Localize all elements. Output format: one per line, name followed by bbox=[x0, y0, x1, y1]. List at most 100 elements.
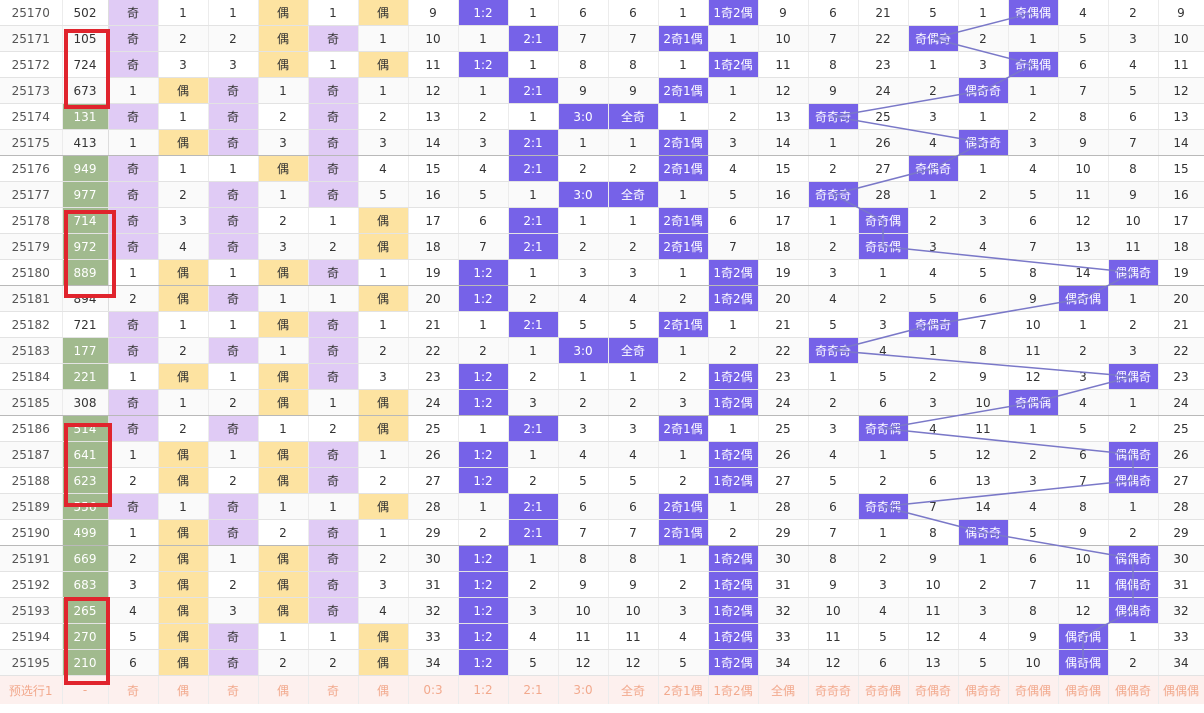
trend-cell: 偶 bbox=[258, 571, 309, 598]
trend-cell: 1:2 bbox=[458, 545, 509, 572]
trend-cell: 7 bbox=[1008, 571, 1059, 598]
trend-cell: 5 bbox=[608, 467, 659, 494]
trend-cell: 8 bbox=[1108, 155, 1159, 182]
trend-cell: 26 bbox=[407, 441, 459, 468]
trend-cell: 1 bbox=[1108, 389, 1159, 416]
preselect-cell[interactable]: 偶偶偶 bbox=[1158, 675, 1204, 704]
preselect-cell[interactable]: 0:3 bbox=[408, 675, 459, 704]
preselect-cell[interactable]: 偶奇偶 bbox=[1058, 675, 1109, 704]
trend-cell: 2 bbox=[708, 337, 759, 364]
trend-cell: 2奇1偶 bbox=[658, 155, 709, 182]
draw-number: 623 bbox=[61, 467, 109, 494]
trend-cell: 5 bbox=[807, 467, 859, 494]
trend-cell: 偶 bbox=[358, 233, 409, 260]
trend-cell: 6 bbox=[858, 649, 909, 676]
trend-cell: 4 bbox=[1058, 0, 1109, 26]
trend-cell: 4 bbox=[1058, 389, 1109, 416]
draw-number: 894 bbox=[61, 285, 109, 312]
preselect-row[interactable]: 预选行1- 奇偶奇偶奇偶 0:3 1:2 2:1 3:0 全奇 2奇1偶 1奇2偶 全偶 奇奇奇 奇奇… bbox=[0, 675, 1204, 704]
preselect-cell[interactable]: 全偶 bbox=[758, 675, 809, 704]
preselect-cell[interactable]: 偶 bbox=[158, 675, 209, 704]
trend-cell: 10 bbox=[608, 597, 659, 624]
trend-cell: 11 bbox=[558, 623, 609, 650]
preselect-cell[interactable]: - bbox=[62, 675, 109, 704]
trend-cell: 1奇2偶 bbox=[708, 285, 759, 312]
trend-cell: 7 bbox=[807, 25, 859, 52]
preselect-cell[interactable]: 奇奇奇 bbox=[808, 675, 859, 704]
preselect-cell[interactable]: 全奇 bbox=[608, 675, 659, 704]
trend-cell: 4 bbox=[608, 285, 659, 312]
trend-cell: 2 bbox=[258, 207, 309, 234]
trend-cell: 3 bbox=[1008, 129, 1059, 156]
trend-cell: 12 bbox=[1058, 207, 1109, 234]
preselect-cell[interactable]: 奇 bbox=[308, 675, 359, 704]
draw-number: 514 bbox=[61, 415, 109, 442]
preselect-cell[interactable]: 偶奇奇 bbox=[958, 675, 1009, 704]
trend-cell: 26 bbox=[758, 441, 809, 468]
trend-cell: 奇 bbox=[208, 415, 259, 442]
trend-cell: 偶 bbox=[158, 77, 209, 104]
trend-cell: 2 bbox=[358, 545, 409, 572]
preselect-cell[interactable]: 2奇1偶 bbox=[658, 675, 709, 704]
trend-cell: 1 bbox=[308, 207, 359, 234]
trend-cell: 22 bbox=[1158, 337, 1204, 364]
trend-cell: 12 bbox=[608, 649, 659, 676]
trend-cell: 1奇2偶 bbox=[708, 389, 759, 416]
draw-number: 221 bbox=[61, 363, 109, 390]
trend-cell: 偶奇偶 bbox=[1058, 285, 1109, 312]
issue-number: 25176 bbox=[0, 155, 63, 182]
trend-cell: 3 bbox=[258, 129, 309, 156]
preselect-cell[interactable]: 1:2 bbox=[458, 675, 509, 704]
table-row: 25188 623 2 偶 2 偶奇 2 27 1:2 2 5 5 2 1奇2偶 27 5 2 6 13 3 7 偶偶奇 2… bbox=[0, 467, 1204, 494]
preselect-cell[interactable]: 奇奇偶 bbox=[858, 675, 909, 704]
trend-cell: 4 bbox=[108, 597, 159, 624]
trend-cell: 22 bbox=[758, 337, 809, 364]
issue-number: 25179 bbox=[0, 233, 63, 260]
trend-cell: 全奇 bbox=[608, 103, 659, 130]
trend-cell: 2 bbox=[908, 363, 959, 390]
preselect-cell[interactable]: 奇 bbox=[108, 675, 159, 704]
preselect-cell[interactable]: 2:1 bbox=[508, 675, 559, 704]
trend-cell: 奇 bbox=[108, 233, 159, 260]
trend-cell: 1 bbox=[308, 623, 359, 650]
trend-cell: 28 bbox=[407, 493, 459, 520]
preselect-cell[interactable]: 偶 bbox=[258, 675, 309, 704]
trend-cell: 1 bbox=[658, 337, 709, 364]
trend-cell: 1 bbox=[108, 441, 159, 468]
trend-cell: 6 bbox=[608, 493, 659, 520]
issue-number: 25193 bbox=[0, 597, 63, 624]
trend-cell: 奇偶偶 bbox=[1008, 0, 1059, 26]
trend-cell: 6 bbox=[807, 493, 859, 520]
trend-cell: 29 bbox=[1158, 519, 1204, 546]
trend-cell: 8 bbox=[958, 337, 1009, 364]
trend-cell: 3 bbox=[108, 571, 159, 598]
trend-cell: 1 bbox=[658, 259, 709, 286]
trend-cell: 22 bbox=[407, 337, 459, 364]
preselect-cell[interactable]: 偶 bbox=[358, 675, 409, 704]
trend-cell: 1 bbox=[807, 207, 859, 234]
trend-cell: 1 bbox=[1058, 311, 1109, 338]
preselect-cell[interactable]: 3:0 bbox=[558, 675, 609, 704]
red-highlight-box-1 bbox=[64, 29, 110, 109]
preselect-cell[interactable]: 奇 bbox=[208, 675, 259, 704]
preselect-cell[interactable]: 偶偶奇 bbox=[1108, 675, 1159, 704]
trend-cell: 1 bbox=[958, 103, 1009, 130]
trend-cell: 8 bbox=[1058, 103, 1109, 130]
trend-cell: 偶奇偶 bbox=[1058, 623, 1109, 650]
trend-cell: 偶 bbox=[158, 597, 209, 624]
preselect-cell[interactable]: 1奇2偶 bbox=[708, 675, 759, 704]
trend-cell: 23 bbox=[1158, 363, 1204, 390]
trend-cell: 28 bbox=[1158, 493, 1204, 520]
trend-cell: 7 bbox=[608, 519, 659, 546]
trend-cell: 10 bbox=[758, 25, 809, 52]
issue-number: 25178 bbox=[0, 207, 63, 234]
trend-cell: 14 bbox=[1058, 259, 1109, 286]
trend-cell: 20 bbox=[1158, 285, 1204, 312]
trend-cell: 6 bbox=[1008, 545, 1059, 572]
preselect-cell[interactable]: 奇偶偶 bbox=[1008, 675, 1059, 704]
trend-cell: 1 bbox=[708, 311, 759, 338]
draw-number: 210 bbox=[61, 649, 109, 676]
trend-cell: 7 bbox=[1008, 233, 1059, 260]
issue-number: 25173 bbox=[0, 77, 63, 104]
preselect-cell[interactable]: 奇偶奇 bbox=[908, 675, 959, 704]
